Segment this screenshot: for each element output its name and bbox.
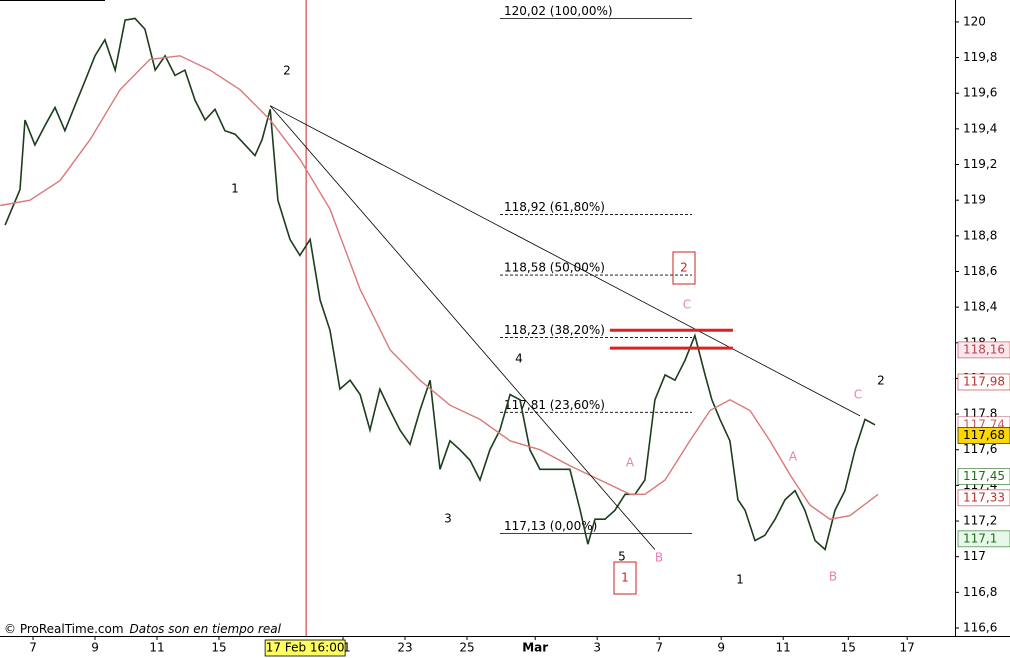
cursor-label-box	[264, 639, 346, 657]
footer: © ProRealTime.com Datos son en tiempo rea…	[4, 622, 282, 636]
x-tick-label: 25	[459, 641, 474, 655]
x-tick-label: 3	[593, 641, 601, 655]
wave-label: C	[683, 298, 691, 312]
wave-label: 5	[618, 550, 626, 564]
price-tag-label: 117,98	[963, 374, 1005, 388]
price-tag	[957, 489, 1010, 507]
moving-average	[0, 55, 879, 520]
y-tick-label: 119,4	[963, 121, 997, 135]
fib-label: 117,13 (0,00%)	[504, 519, 597, 533]
wave-label: 2	[680, 261, 688, 275]
price-tag-label: 118,16	[963, 342, 1005, 356]
wave-label: A	[789, 450, 798, 464]
x-tick-label: Mar	[522, 641, 548, 655]
price-tag-label: 117,33	[963, 490, 1005, 504]
y-tick-label: 118,4	[963, 300, 997, 314]
price-tag	[957, 427, 1010, 444]
y-tick-label: 116,8	[963, 585, 997, 599]
price-line	[4, 17, 876, 551]
wave-label: A	[626, 456, 635, 470]
price-tag	[957, 373, 1010, 391]
y-tick-label: 118,6	[963, 264, 997, 278]
y-tick-label: 117,2	[963, 514, 997, 528]
wave-label: 3	[444, 512, 452, 526]
y-tick-label: 117,6	[963, 442, 997, 456]
price-tag	[957, 468, 1010, 485]
wave-box	[672, 251, 696, 285]
y-tick-label: 119,8	[963, 50, 997, 64]
trendline	[269, 105, 656, 550]
x-tick-label: 15	[841, 641, 856, 655]
wave-label: 1	[231, 182, 239, 196]
y-tick-label: 119	[963, 193, 986, 207]
y-tick-label: 120	[963, 14, 986, 28]
cursor-label: 17 Feb 16:00	[266, 641, 345, 655]
fib-label: 118,23 (38,20%)	[504, 323, 605, 337]
wave-label: B	[655, 551, 663, 565]
wave-label: 1	[736, 573, 744, 587]
x-tick-label: 9	[91, 641, 99, 655]
y-tick-label: 118,8	[963, 228, 997, 242]
wave-label: 2	[283, 64, 291, 78]
x-tick-label: 9	[717, 641, 725, 655]
fib-label: 120,02 (100,00%)	[504, 4, 613, 18]
price-tag-label: 117,68	[963, 428, 1005, 442]
wave-label: 2	[877, 374, 885, 388]
trendline	[269, 105, 861, 417]
y-tick-label: 116,6	[963, 620, 997, 634]
wave-label: B	[829, 570, 837, 584]
price-tag	[957, 530, 1010, 548]
fib-label: 118,92 (61,80%)	[504, 200, 605, 214]
fib-label: 117,81 (23,60%)	[504, 398, 605, 412]
x-tick-label: 11	[149, 641, 164, 655]
y-tick-label: 119,2	[963, 157, 997, 171]
x-tick-label: 17	[900, 641, 915, 655]
x-tick-label: 23	[397, 641, 412, 655]
price-tag	[957, 341, 1010, 359]
wave-label: 4	[515, 352, 523, 366]
x-tick-label: 15	[211, 641, 226, 655]
wave-label: 1	[621, 571, 629, 585]
wave-label: C	[854, 388, 862, 402]
x-tick-label: 7	[29, 641, 37, 655]
y-tick-label: 117	[963, 549, 986, 563]
wave-box	[613, 561, 637, 595]
copyright: © ProRealTime.com	[4, 622, 124, 636]
price-tag-label: 117,45	[963, 469, 1005, 483]
x-tick-label: 7	[655, 641, 663, 655]
fib-label: 118,58 (50,00%)	[504, 261, 605, 275]
footer-note: Datos son en tiempo real	[130, 622, 282, 636]
y-tick-label: 119,6	[963, 86, 997, 100]
x-tick-label: 11	[776, 641, 791, 655]
price-tag-label: 117,1	[963, 531, 997, 545]
